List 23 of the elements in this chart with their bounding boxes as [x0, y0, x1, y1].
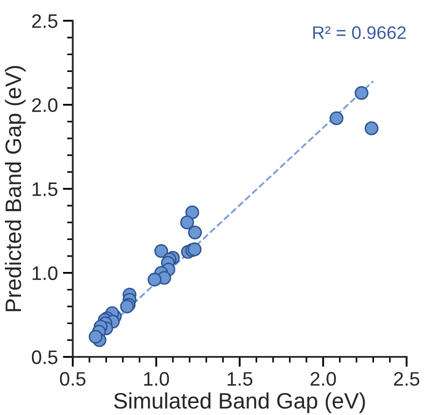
- y-tick-label: 1.0: [32, 266, 58, 280]
- x-tick-label: 2.0: [310, 372, 336, 386]
- y-axis-title: Predicted Band Gap (eV): [4, 66, 26, 312]
- x-tick-label: 1.0: [144, 372, 169, 386]
- y-tick-label: 2.0: [32, 98, 58, 112]
- x-tick-label: 2.5: [394, 372, 420, 386]
- y-tick-label: 0.5: [32, 350, 58, 364]
- x-tick-label: 1.5: [228, 372, 252, 386]
- point: [188, 242, 202, 256]
- point: [364, 121, 378, 136]
- point: [180, 216, 194, 230]
- point: [188, 226, 202, 240]
- point: [185, 205, 200, 220]
- x-axis-title: Simulated Band Gap (eV): [114, 392, 365, 414]
- point: [354, 86, 368, 100]
- point: [154, 244, 168, 258]
- y-tick-label: 1.5: [32, 182, 58, 196]
- point: [88, 330, 103, 344]
- point: [148, 272, 162, 286]
- point: [330, 111, 344, 126]
- y-tick-label: 2.5: [32, 14, 58, 28]
- annotation: R² = 0.9662: [313, 26, 406, 40]
- x-tick-label: 0.5: [60, 372, 86, 386]
